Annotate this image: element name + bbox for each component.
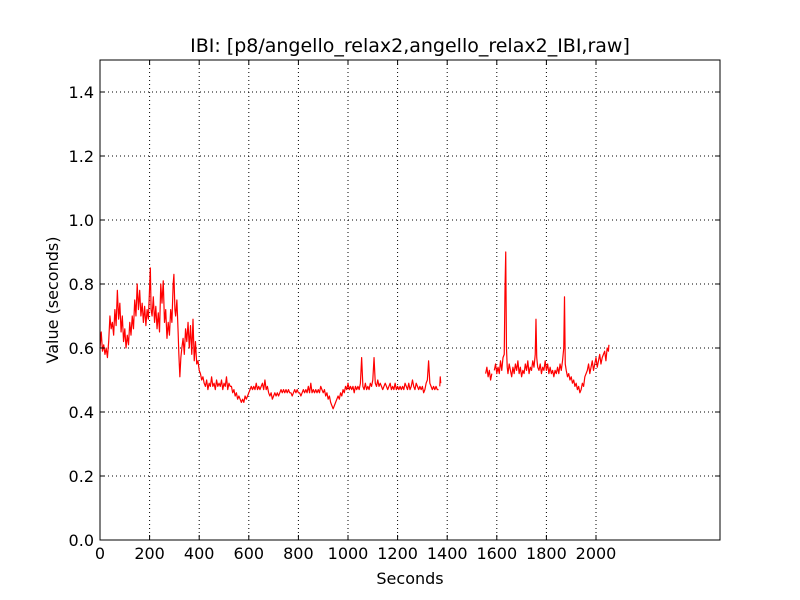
series-line-segment — [439, 376, 442, 387]
series-line-segment — [493, 251, 610, 394]
x-axis-title: Seconds — [376, 569, 443, 588]
chart-title: IBI: [p8/angello_relax2,angello_relax2_I… — [190, 35, 630, 57]
y-tick-label: 1.2 — [69, 147, 94, 166]
x-tick-label: 400 — [184, 544, 215, 563]
y-tick-label: 0.0 — [69, 531, 94, 550]
x-tick-label: 800 — [283, 544, 314, 563]
plot-area — [99, 251, 610, 410]
y-tick-label: 0.4 — [69, 403, 94, 422]
y-axis-title: Value (seconds) — [43, 237, 62, 364]
y-tick-label: 0.6 — [69, 339, 94, 358]
series-line-segment — [99, 267, 439, 410]
x-tick-label: 1400 — [427, 544, 468, 563]
plot-frame — [99, 59, 721, 541]
y-tick-label: 1.4 — [69, 83, 94, 102]
y-tick-label: 1.0 — [69, 211, 94, 230]
y-tick-label: 0.8 — [69, 275, 94, 294]
series-line-segment — [485, 366, 493, 381]
x-tick-label: 2000 — [576, 544, 617, 563]
axis-ticks: 0 200 400 600 800 1000 1200 1400 1600 1800 2000 0.0… — [69, 60, 720, 563]
x-tick-label: 200 — [134, 544, 165, 563]
x-tick-label: 600 — [234, 544, 265, 563]
x-tick-label: 1200 — [377, 544, 418, 563]
x-tick-label: 1000 — [328, 544, 369, 563]
y-tick-label: 0.2 — [69, 467, 94, 486]
x-tick-label: 1800 — [526, 544, 567, 563]
x-tick-label: 0 — [95, 544, 105, 563]
x-tick-label: 1600 — [476, 544, 517, 563]
